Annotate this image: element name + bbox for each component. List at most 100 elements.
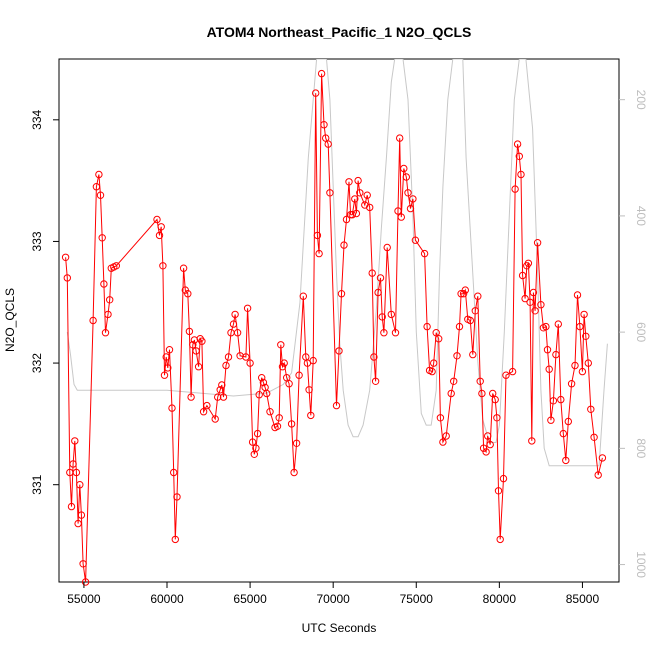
- x-axis: 55000 60000 65000 70000 75000 80000 85000: [67, 582, 599, 606]
- n2o-point: [162, 353, 170, 361]
- n2o-point: [295, 371, 303, 379]
- n2o-point: [391, 329, 400, 337]
- n2o-point: [280, 359, 288, 367]
- n2o-point: [394, 207, 402, 215]
- n2o-point: [459, 290, 468, 298]
- n2o-point: [313, 231, 322, 240]
- plot-frame: [58, 58, 620, 583]
- n2o-point: [187, 393, 195, 401]
- n2o-point: [524, 259, 533, 267]
- n2o-point: [248, 438, 257, 446]
- y2-tick-label: 800: [634, 438, 648, 458]
- n2o-point: [471, 307, 479, 315]
- y2-tick-label: 400: [634, 206, 648, 226]
- n2o-point: [374, 288, 382, 297]
- y-axis-label: N2O_QCLS: [3, 288, 17, 352]
- n2o-point: [368, 269, 376, 277]
- n2o-point: [545, 365, 553, 373]
- n2o-point: [587, 405, 595, 413]
- n2o-point: [273, 422, 282, 430]
- y2-tick-label: 200: [634, 90, 648, 110]
- n2o-point: [537, 301, 545, 309]
- n2o-point: [322, 134, 330, 142]
- n2o-point: [573, 291, 582, 299]
- pressure-line: [66, 59, 608, 467]
- n2o-point: [229, 320, 238, 328]
- n2o-point: [404, 189, 412, 197]
- y-tick-label: 333: [30, 231, 44, 251]
- n2o-line: [65, 73, 603, 583]
- n2o-point: [224, 353, 233, 361]
- n2o-point: [77, 511, 86, 519]
- n2o-point: [482, 448, 490, 456]
- n2o-point: [275, 414, 283, 422]
- n2o-point: [96, 191, 105, 199]
- pressure-series: [66, 59, 608, 467]
- n2o-point: [571, 361, 579, 370]
- n2o-point: [549, 397, 558, 405]
- n2o-point: [233, 329, 242, 337]
- n2o-point: [450, 377, 458, 385]
- n2o-point: [258, 374, 266, 382]
- n2o-point: [92, 183, 101, 191]
- n2o-point: [513, 140, 522, 148]
- n2o-point: [476, 377, 484, 385]
- n2o-point: [529, 288, 538, 297]
- n2o-point: [479, 444, 488, 452]
- n2o-point: [442, 432, 450, 440]
- n2o-point: [335, 347, 343, 355]
- n2o-point: [435, 335, 443, 343]
- secondary-y-axis: 200 400 600 800 1000: [619, 90, 648, 578]
- n2o-point: [309, 356, 317, 365]
- n2o-point: [63, 274, 72, 282]
- n2o-point: [526, 298, 534, 306]
- n2o-point: [179, 264, 188, 272]
- n2o-point: [337, 290, 346, 298]
- n2o-point: [567, 380, 576, 388]
- n2o-point: [203, 401, 211, 410]
- n2o-point: [342, 215, 351, 224]
- n2o-point: [324, 140, 332, 148]
- n2o-point: [211, 415, 219, 423]
- n2o-point: [351, 195, 359, 203]
- n2o-point: [411, 236, 420, 244]
- n2o-point: [76, 481, 84, 489]
- y-axis: 331 332 333 334: [30, 109, 59, 495]
- n2o-point: [155, 231, 164, 240]
- n2o-point: [508, 367, 517, 376]
- n2o-point: [198, 337, 206, 345]
- n2o-point: [214, 393, 222, 401]
- n2o-point: [533, 239, 542, 247]
- n2o-point: [266, 408, 274, 416]
- n2o-point: [106, 296, 114, 304]
- n2o-point: [79, 560, 87, 568]
- n2o-point: [491, 395, 499, 404]
- n2o-point: [320, 121, 328, 129]
- n2o-point: [562, 456, 570, 465]
- n2o-point: [432, 329, 440, 337]
- y2-tick-label: 1000: [634, 551, 648, 578]
- n2o-point: [253, 429, 262, 438]
- n2o-point: [380, 329, 388, 337]
- n2o-point: [428, 367, 436, 376]
- n2o-point: [502, 371, 510, 379]
- n2o-point: [74, 519, 82, 528]
- n2o-point: [489, 389, 497, 398]
- n2o-point: [517, 170, 525, 179]
- n2o-point: [199, 408, 208, 416]
- n2o-point: [594, 471, 602, 479]
- n2o-point: [173, 493, 181, 501]
- n2o-point: [287, 420, 296, 428]
- x-tick-label: 75000: [400, 592, 434, 606]
- n2o-point: [366, 203, 374, 212]
- n2o-point: [387, 310, 395, 319]
- x-tick-label: 70000: [316, 592, 350, 606]
- n2o-point: [598, 454, 607, 462]
- n2o-point: [376, 274, 385, 282]
- n2o-point: [453, 352, 461, 360]
- n2o-point: [278, 363, 287, 371]
- n2o-point: [192, 347, 200, 355]
- n2o-point: [61, 253, 70, 261]
- n2o-point: [184, 290, 192, 298]
